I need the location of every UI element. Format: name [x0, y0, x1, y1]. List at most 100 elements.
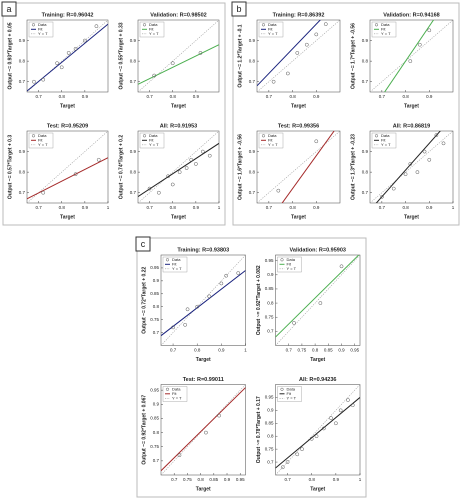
- chart-title: All: R=0.94236: [299, 377, 336, 383]
- plot-content: [257, 20, 340, 92]
- y-axis-label: Output ~= 0.72*Target + 0.22: [141, 267, 147, 334]
- x-axis-label: Target: [310, 486, 325, 492]
- y-axis-label: Output ~= 0.93*Target + 0.05: [7, 22, 13, 89]
- legend-swatch: [165, 387, 170, 391]
- chart-title: Validation: R=0.95903: [290, 247, 346, 253]
- y-tick-label: 0.9: [130, 149, 137, 154]
- x-tick-label: 0.95: [350, 348, 359, 353]
- x-tick-label: 0.75: [183, 477, 192, 482]
- plot-content: [27, 131, 108, 203]
- data-point: [339, 264, 344, 269]
- y-axis-label: Output ~= 0.92*Target + 0.067: [141, 395, 147, 465]
- x-tick-label: 0.8: [289, 205, 296, 210]
- y-tick-label: 0.8: [19, 58, 26, 63]
- data-point: [380, 194, 384, 199]
- reference-line: [370, 131, 453, 203]
- legend: [277, 386, 302, 402]
- y-tick-label: 0.7: [130, 190, 137, 195]
- x-axis-label: Target: [291, 103, 306, 109]
- chart-title: Validation: R=0.98502: [150, 12, 206, 18]
- y-tick-label: 0.9: [153, 278, 160, 283]
- x-tick-label: 1: [452, 205, 455, 210]
- data-point: [171, 325, 175, 330]
- y-tick-label: 0.9: [249, 149, 256, 154]
- y-tick-label: 0.7: [153, 330, 160, 335]
- data-point: [32, 79, 36, 84]
- x-tick-label: 0.7: [170, 348, 177, 353]
- data-point: [314, 434, 319, 439]
- legend-label: Fit: [38, 137, 43, 142]
- plot-content: [161, 255, 246, 346]
- data-point: [422, 149, 427, 154]
- legend-swatch: [280, 387, 284, 391]
- chart-title: Training: R=0.86392: [273, 12, 325, 18]
- panel-label: c: [141, 239, 146, 249]
- data-point: [200, 149, 205, 154]
- legend-swatch: [280, 258, 284, 262]
- data-point: [96, 157, 101, 162]
- fit-line: [27, 23, 108, 92]
- legend-swatch: [31, 134, 36, 138]
- panel-label: b: [236, 4, 241, 14]
- legend-label: Data: [149, 22, 158, 27]
- legend-label: Y = T: [381, 31, 391, 36]
- data-point: [403, 172, 408, 177]
- legend: [277, 256, 302, 273]
- data-point: [271, 79, 276, 84]
- reference-line: [257, 20, 340, 92]
- y-axis-label: Output ~= 0.55*Target + 0.33: [118, 22, 124, 89]
- data-point: [166, 174, 170, 179]
- legend-label: Fit: [268, 137, 273, 142]
- legend-label: Fit: [38, 26, 43, 31]
- x-tick-label: 0.8: [170, 205, 177, 210]
- data-point: [323, 22, 328, 26]
- data-point: [195, 304, 200, 309]
- x-tick-label: 0.7: [379, 94, 386, 99]
- x-axis-label: Target: [291, 214, 306, 220]
- fit-line: [161, 387, 246, 472]
- y-axis-label: Output ~= 0.92*Target + 0.082: [256, 265, 262, 335]
- data-point: [295, 452, 300, 457]
- data-point: [276, 188, 281, 193]
- data-point: [334, 421, 338, 426]
- plot-content: [138, 131, 219, 203]
- x-tick-label: 1: [359, 477, 362, 482]
- legend: [162, 256, 188, 273]
- data-point: [83, 38, 87, 43]
- panel-label-box: [231, 1, 247, 17]
- data-point: [177, 453, 182, 458]
- legend-swatch: [374, 23, 379, 27]
- fit-line: [281, 131, 335, 203]
- fit-line: [27, 157, 108, 200]
- x-tick-label: 0.8: [197, 477, 204, 482]
- legend-label: Data: [287, 386, 296, 391]
- y-axis-label: Output ~= 1.6*Target + -0.56: [237, 134, 243, 200]
- legend-label: Fit: [172, 391, 177, 396]
- data-point: [408, 162, 413, 166]
- y-axis-label: Output ~= 1.3*Target + -0.23: [350, 134, 356, 200]
- x-tick-label: 0.7: [266, 205, 273, 210]
- x-tick-label: 0.9: [193, 205, 200, 210]
- y-tick-label: 0.85: [150, 416, 159, 421]
- x-tick-label: 0.8: [312, 348, 319, 353]
- x-tick-label: 0.9: [218, 348, 225, 353]
- x-axis-label: Target: [404, 214, 419, 220]
- x-tick-label: 0.9: [82, 94, 89, 99]
- y-tick-label: 0.8: [130, 58, 137, 63]
- legend-label: Fit: [172, 261, 177, 266]
- y-tick-label: 0.9: [267, 408, 274, 413]
- legend-label: Y = T: [172, 395, 182, 400]
- chart-title: Validation: R=0.94168: [383, 12, 439, 18]
- x-tick-label: 0.8: [59, 205, 66, 210]
- x-tick-label: 0.85: [209, 477, 218, 482]
- data-point: [156, 190, 161, 195]
- data-point: [207, 294, 212, 299]
- y-tick-label: 0.75: [265, 314, 274, 319]
- data-point: [338, 408, 343, 413]
- y-tick-label: 0.8: [153, 304, 160, 309]
- data-point: [285, 71, 290, 76]
- plot-content: [161, 384, 246, 475]
- data-point: [177, 170, 182, 174]
- x-tick-label: 0.8: [402, 94, 409, 99]
